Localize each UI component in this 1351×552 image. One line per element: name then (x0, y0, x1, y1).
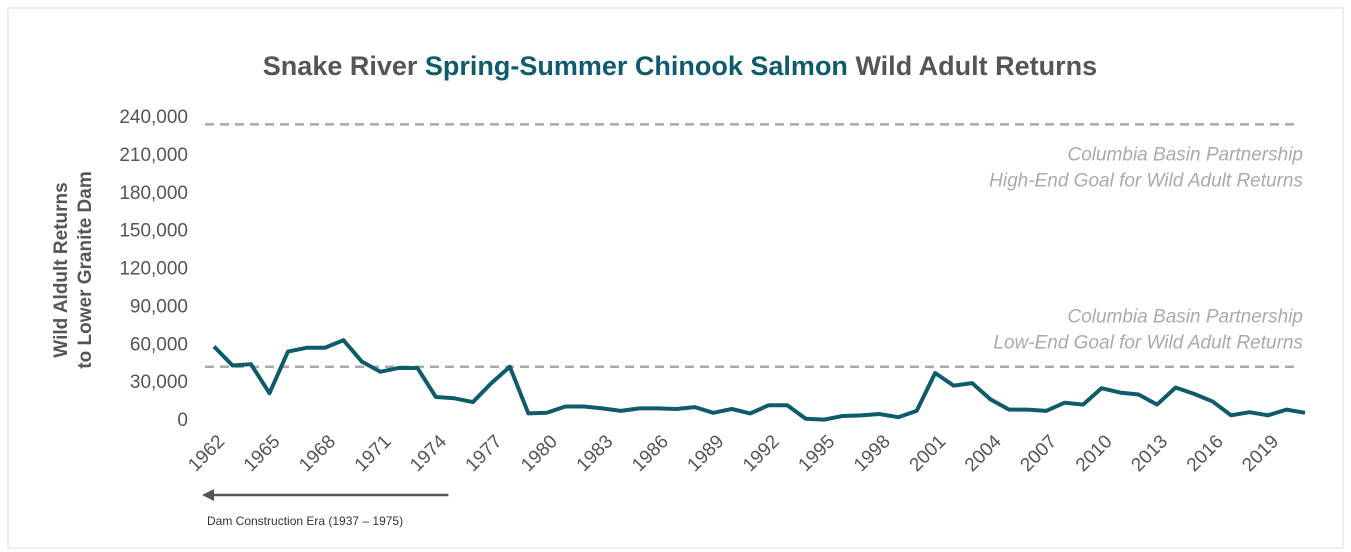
y-tick-label: 90,000 (130, 296, 188, 317)
y-tick-label: 30,000 (130, 372, 188, 393)
y-tick-label: 0 (177, 410, 188, 431)
chart-title: Snake River Spring-Summer Chinook Salmon… (263, 51, 1097, 81)
frame (7, 7, 1344, 549)
y-axis-label: to Lower Granite Dam (75, 171, 96, 368)
data-line (212, 338, 1306, 422)
era-annotation: Dam Construction Era (1937 – 1975) (207, 514, 403, 528)
goal-annotation: High-End Goal for Wild Adult Returns (989, 170, 1303, 191)
y-tick-label: 120,000 (119, 259, 188, 280)
y-axis-label: Wild Aldult Returns (51, 182, 72, 357)
y-tick-label: 240,000 (119, 107, 188, 128)
y-tick-label: 150,000 (119, 221, 188, 242)
goal-annotation: Columbia Basin Partnership (1067, 307, 1303, 328)
goal-annotation: Low-End Goal for Wild Adult Returns (993, 333, 1303, 354)
title-part: Snake River (263, 51, 425, 81)
y-tick-label: 210,000 (119, 145, 188, 166)
goal-annotation: Columbia Basin Partnership (1067, 144, 1303, 165)
arrow-head (202, 489, 214, 501)
title-part: Wild Adult Returns (848, 51, 1097, 81)
y-tick-label: 60,000 (130, 334, 188, 355)
title-part: Spring-Summer Chinook Salmon (425, 51, 848, 81)
y-tick-label: 180,000 (119, 183, 188, 204)
